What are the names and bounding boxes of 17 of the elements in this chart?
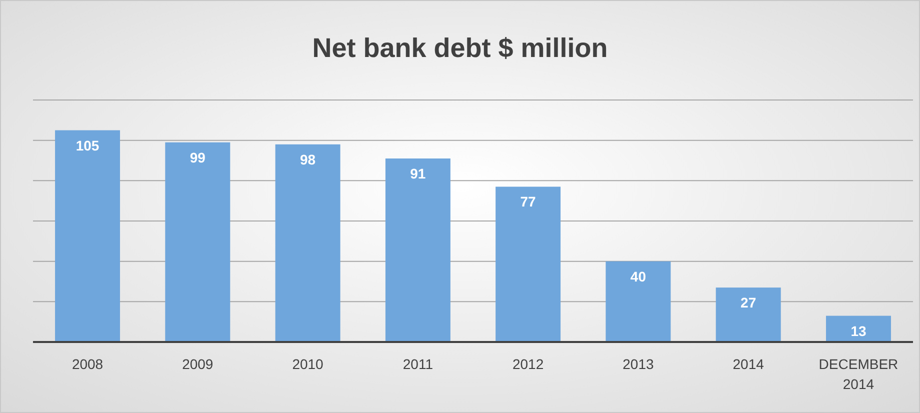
x-tick-label: 2010: [292, 356, 324, 372]
data-label: 77: [520, 194, 536, 210]
data-label: 91: [410, 165, 426, 182]
x-tick-label: 2009: [182, 356, 214, 372]
x-tick-label: DECEMBER 2014: [818, 356, 898, 392]
chart-title: Net bank debt $ million: [312, 33, 608, 63]
x-tick-label: 2013: [622, 356, 654, 372]
x-tick-label: 2011: [402, 356, 434, 372]
data-label: 99: [190, 149, 206, 166]
data-label: 40: [630, 268, 646, 284]
data-label: 27: [740, 294, 756, 311]
data-label: 98: [300, 151, 316, 168]
data-label: 13: [850, 322, 866, 339]
x-tick-label: 2008: [72, 356, 104, 372]
x-tick-label: 2012: [512, 356, 544, 372]
x-tick-label: 2014: [732, 356, 764, 372]
data-label: 105: [76, 137, 100, 154]
